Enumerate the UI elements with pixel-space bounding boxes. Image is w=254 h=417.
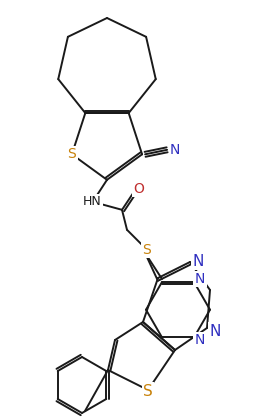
Text: N: N [169,143,180,157]
Text: S: S [67,147,76,161]
Text: N: N [192,254,203,269]
Text: N: N [194,334,204,347]
Text: N: N [209,324,220,339]
Text: S: S [142,243,151,257]
Text: O: O [133,182,144,196]
Text: S: S [142,384,152,399]
Text: HN: HN [82,195,101,208]
Text: N: N [194,272,204,286]
